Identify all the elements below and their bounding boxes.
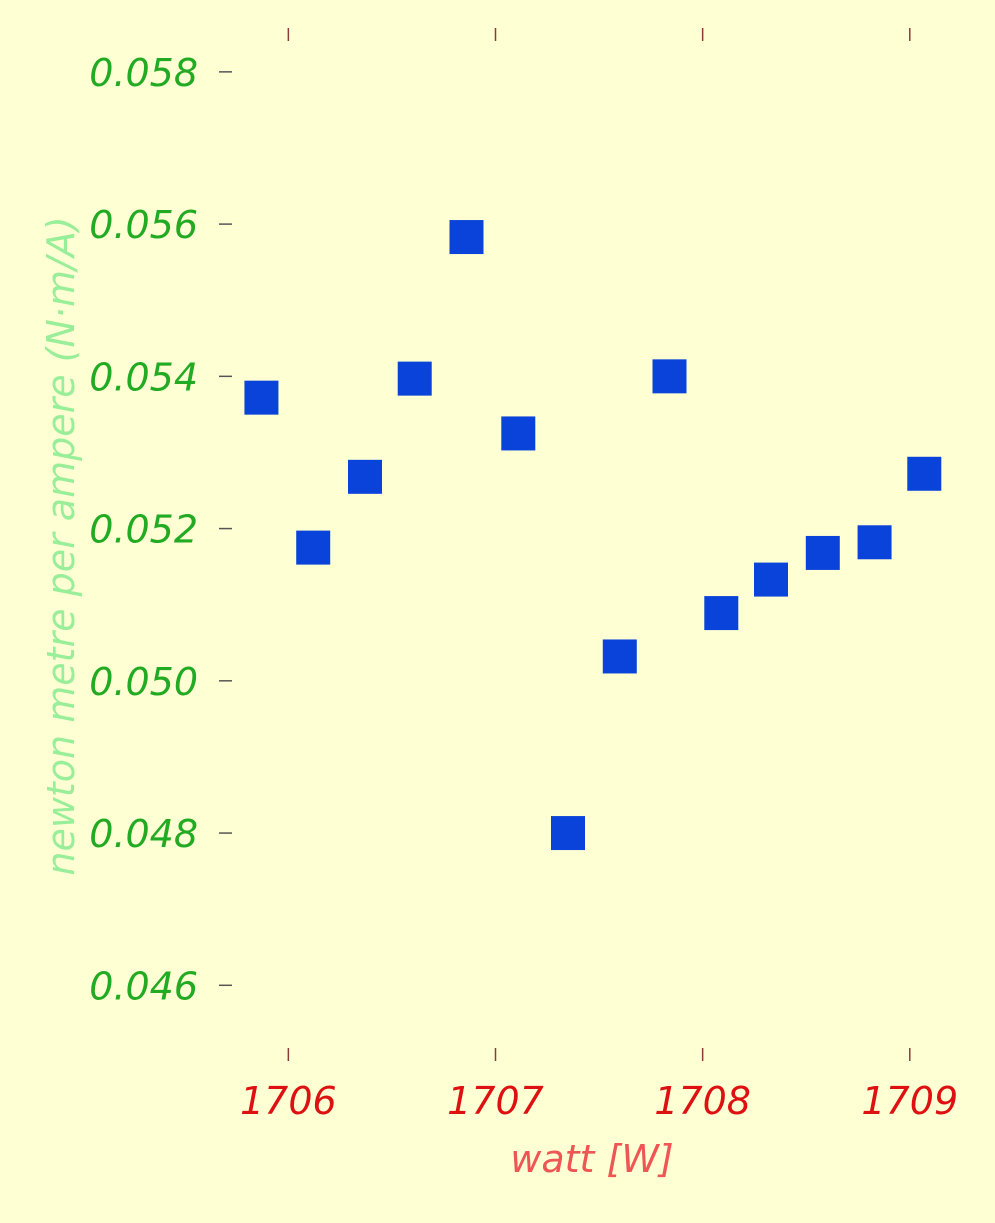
x-axis-top-ticks bbox=[287, 28, 911, 41]
data-point bbox=[805, 535, 840, 570]
x-tick-label: 1706 bbox=[240, 1079, 337, 1123]
x-axis-title: watt [W] bbox=[510, 1137, 673, 1181]
y-tick-label: 0.056 bbox=[89, 203, 198, 247]
x-tick-label: 1708 bbox=[654, 1079, 751, 1123]
y-axis-ticks: 0.046 0.048 0.050 0.052 0.054 0.056 0.058 bbox=[89, 51, 232, 1008]
data-point bbox=[348, 459, 382, 494]
data-point bbox=[652, 359, 687, 394]
data-points bbox=[244, 220, 942, 851]
data-point bbox=[244, 380, 279, 415]
x-tick-label: 1707 bbox=[447, 1079, 544, 1123]
x-tick-label: 1709 bbox=[861, 1079, 958, 1123]
x-axis-bottom-ticks: 1706 1707 1708 1709 bbox=[240, 1048, 958, 1123]
y-tick-label: 0.054 bbox=[89, 355, 198, 399]
y-tick-label: 0.052 bbox=[89, 508, 198, 552]
y-axis-title: newton metre per ampere (N·m/A) bbox=[39, 216, 83, 875]
data-point bbox=[501, 416, 536, 451]
y-tick-label: 0.048 bbox=[89, 812, 198, 856]
data-point bbox=[754, 562, 788, 597]
y-tick-label: 0.050 bbox=[89, 660, 198, 704]
data-point bbox=[397, 361, 432, 396]
data-point bbox=[857, 525, 892, 560]
y-tick-label: 0.046 bbox=[89, 964, 198, 1008]
data-point bbox=[602, 639, 637, 674]
data-point bbox=[907, 456, 942, 491]
y-tick-label: 0.058 bbox=[89, 51, 198, 95]
data-point bbox=[449, 220, 484, 255]
data-point bbox=[551, 816, 585, 851]
data-point bbox=[296, 530, 331, 565]
data-point bbox=[704, 596, 739, 631]
